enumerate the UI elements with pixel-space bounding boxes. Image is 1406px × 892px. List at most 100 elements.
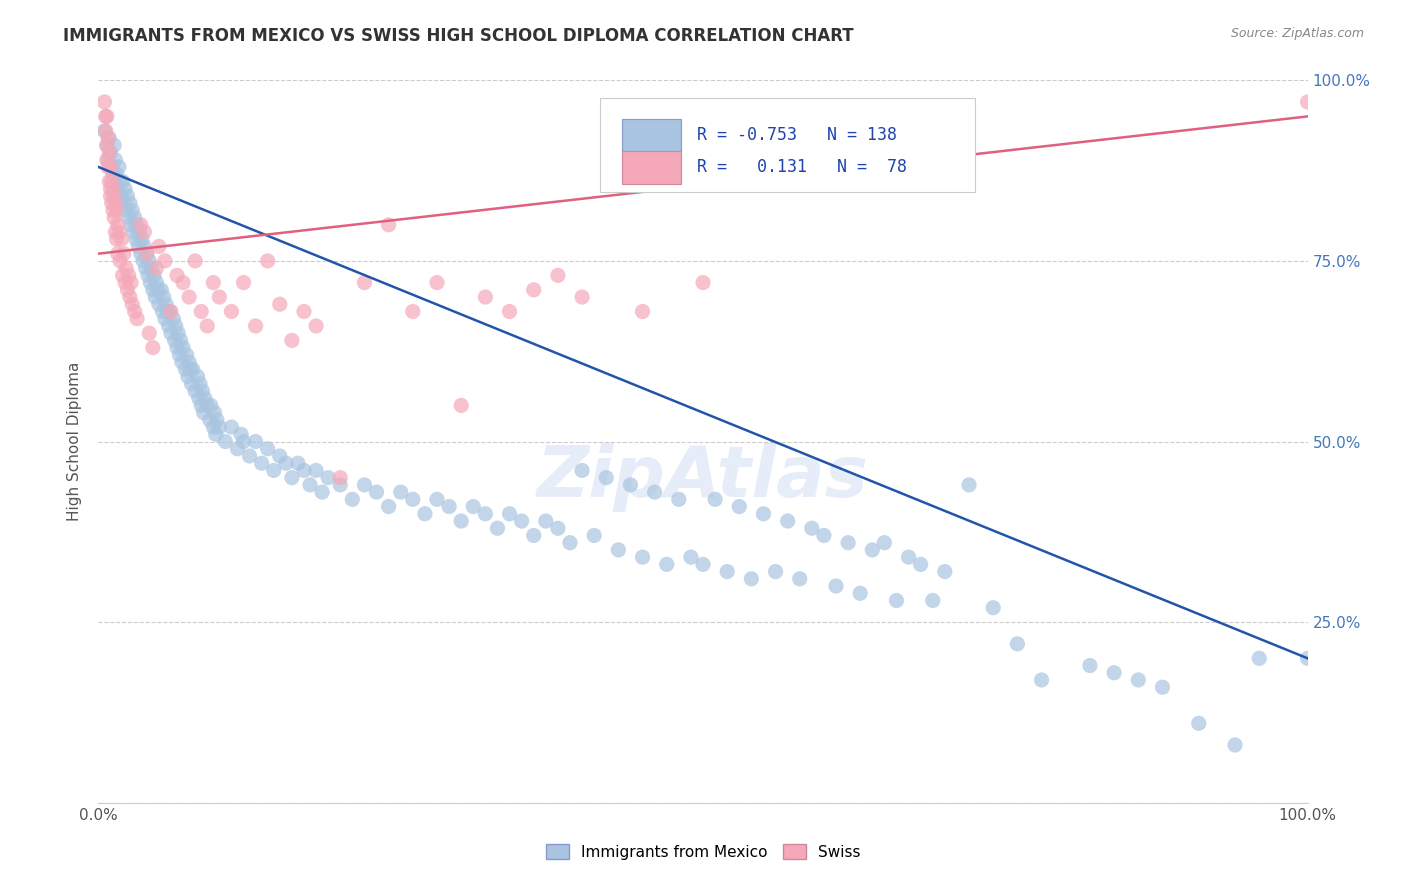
Point <box>125 232 148 246</box>
Point <box>100 182 122 196</box>
Point <box>135 261 157 276</box>
FancyBboxPatch shape <box>600 98 976 193</box>
Point <box>849 586 872 600</box>
Point <box>132 253 155 268</box>
Point <box>305 463 328 477</box>
Point <box>134 225 156 239</box>
Point <box>226 442 249 456</box>
Point <box>138 253 160 268</box>
Point <box>105 167 128 181</box>
Point <box>194 391 217 405</box>
Point <box>121 203 143 218</box>
Point <box>860 542 883 557</box>
Point <box>329 478 352 492</box>
Point <box>96 110 118 124</box>
Point <box>366 485 388 500</box>
Point <box>655 558 678 572</box>
Point <box>205 413 228 427</box>
Point <box>523 283 546 297</box>
Point <box>437 500 460 514</box>
Point <box>474 290 496 304</box>
Point <box>112 246 135 260</box>
Point <box>250 456 273 470</box>
Point <box>118 290 141 304</box>
Point <box>886 593 908 607</box>
Point <box>200 398 222 412</box>
Point <box>571 290 593 304</box>
Point <box>607 542 630 557</box>
Point <box>281 334 304 348</box>
Point <box>547 521 569 535</box>
Point <box>825 579 848 593</box>
Point <box>108 225 131 239</box>
Point <box>204 406 226 420</box>
Point <box>292 463 315 477</box>
Point <box>153 311 176 326</box>
Point <box>127 311 149 326</box>
Point <box>377 500 399 514</box>
Point <box>96 153 118 167</box>
Point <box>679 550 702 565</box>
Point <box>142 283 165 297</box>
Point <box>100 196 122 211</box>
Point <box>934 565 956 579</box>
Point <box>120 276 142 290</box>
Point <box>263 463 285 477</box>
Point <box>127 239 149 253</box>
Y-axis label: High School Diploma: High School Diploma <box>67 362 83 521</box>
Point <box>281 470 304 484</box>
Point <box>184 384 207 398</box>
Point <box>103 138 125 153</box>
Point <box>152 304 174 318</box>
Point <box>957 478 980 492</box>
Point <box>1031 673 1053 687</box>
Point <box>112 196 135 211</box>
Point <box>110 232 132 246</box>
Point <box>1188 716 1211 731</box>
Point <box>910 558 932 572</box>
Point <box>94 124 117 138</box>
Point <box>187 391 209 405</box>
Point <box>165 318 187 333</box>
Point <box>269 297 291 311</box>
Point <box>692 558 714 572</box>
Point <box>129 246 152 260</box>
Point <box>728 500 751 514</box>
Point <box>103 189 125 203</box>
Point <box>114 182 136 196</box>
Legend: Immigrants from Mexico, Swiss: Immigrants from Mexico, Swiss <box>538 836 868 867</box>
Point <box>765 565 787 579</box>
Point <box>179 362 201 376</box>
Point <box>450 514 472 528</box>
Point <box>179 355 201 369</box>
Point <box>108 253 131 268</box>
Point <box>342 492 364 507</box>
Text: R = -0.753   N = 138: R = -0.753 N = 138 <box>697 126 897 144</box>
Point <box>169 334 191 348</box>
Point <box>100 189 122 203</box>
FancyBboxPatch shape <box>621 151 682 185</box>
Point <box>107 182 129 196</box>
Point <box>98 174 121 188</box>
Point <box>274 456 297 470</box>
Point <box>305 318 328 333</box>
Point <box>155 297 177 311</box>
Point <box>118 196 141 211</box>
Point <box>191 384 214 398</box>
Point <box>138 326 160 340</box>
Point <box>172 276 194 290</box>
Point <box>195 398 218 412</box>
Point <box>190 398 212 412</box>
Point <box>1223 738 1246 752</box>
Point <box>1249 651 1271 665</box>
Point <box>172 341 194 355</box>
Point <box>166 341 188 355</box>
Point <box>644 485 666 500</box>
Point <box>166 268 188 283</box>
Point <box>668 492 690 507</box>
Point <box>184 253 207 268</box>
Point <box>402 492 425 507</box>
Point <box>148 239 170 253</box>
Point <box>232 434 254 449</box>
Point <box>127 218 149 232</box>
